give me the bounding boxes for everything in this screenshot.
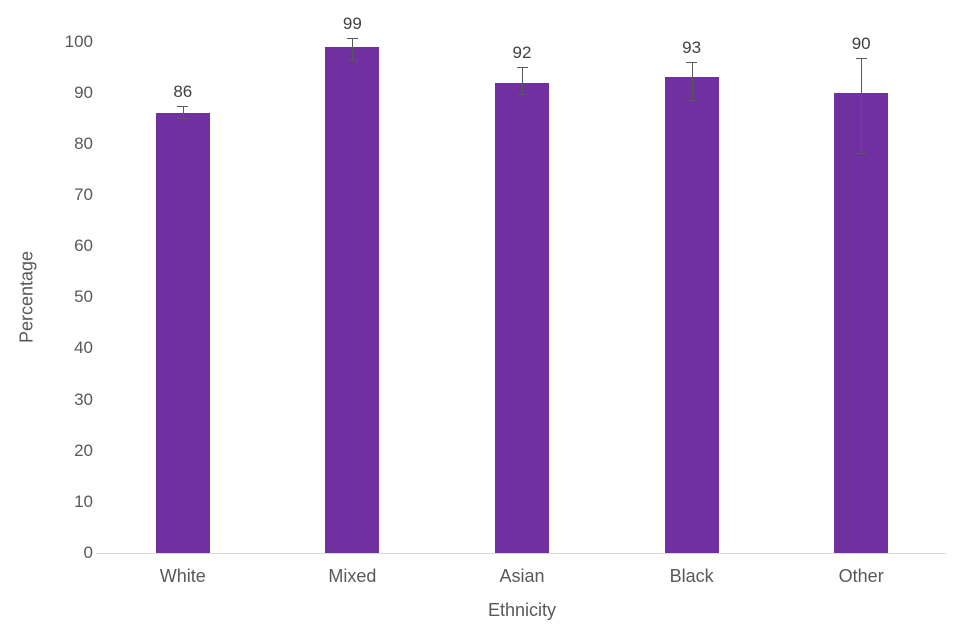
error-bar-cap-top xyxy=(686,62,698,64)
error-bar-cap-bottom xyxy=(855,152,867,154)
x-category-label: Asian xyxy=(499,566,545,586)
x-category-label: Black xyxy=(669,566,714,586)
x-axis-line xyxy=(96,553,946,554)
error-bar-line xyxy=(861,58,863,153)
y-tick-label: 40 xyxy=(74,338,93,358)
x-category-label: Mixed xyxy=(328,566,377,586)
y-tick-label: 10 xyxy=(74,491,93,511)
y-tick-label: 30 xyxy=(74,389,93,409)
error-bar-cap-bottom xyxy=(516,94,528,96)
error-bar-line xyxy=(691,62,693,100)
error-bar-cap-top xyxy=(516,66,528,68)
y-tick-label: 80 xyxy=(74,133,93,153)
bar-asian xyxy=(495,82,549,553)
error-bar-line xyxy=(182,105,184,119)
bar-value-label: 93 xyxy=(682,38,702,58)
bar-value-label: 90 xyxy=(851,34,871,54)
error-bar-cap-bottom xyxy=(686,99,698,101)
error-bar-cap-bottom xyxy=(177,118,189,120)
x-category-label: Other xyxy=(838,566,884,586)
error-bar-cap-top xyxy=(855,58,867,60)
y-tick-label: 60 xyxy=(74,236,93,256)
bar-white xyxy=(155,113,210,553)
bar-black xyxy=(664,77,719,553)
y-tick-label: 20 xyxy=(74,440,93,460)
y-tick-label: 100 xyxy=(64,31,93,51)
error-bar-line xyxy=(352,38,354,61)
bar-value-label: 99 xyxy=(342,14,362,34)
x-category-label: White xyxy=(159,566,206,586)
error-bar-cap-top xyxy=(346,38,358,40)
y-tick-label: 0 xyxy=(83,543,93,562)
bar-other xyxy=(834,92,889,553)
bar-value-label: 86 xyxy=(173,81,193,101)
error-bar-cap-top xyxy=(177,105,189,107)
error-bar-line xyxy=(522,66,523,95)
error-bar-cap-bottom xyxy=(346,60,358,62)
y-tick-label: 70 xyxy=(74,185,93,205)
bar-value-label: 92 xyxy=(512,42,532,62)
y-tick-label: 90 xyxy=(74,82,93,102)
bar-mixed xyxy=(325,46,380,553)
y-tick-label: 50 xyxy=(74,287,93,307)
x-axis-title: Ethnicity xyxy=(487,600,557,620)
